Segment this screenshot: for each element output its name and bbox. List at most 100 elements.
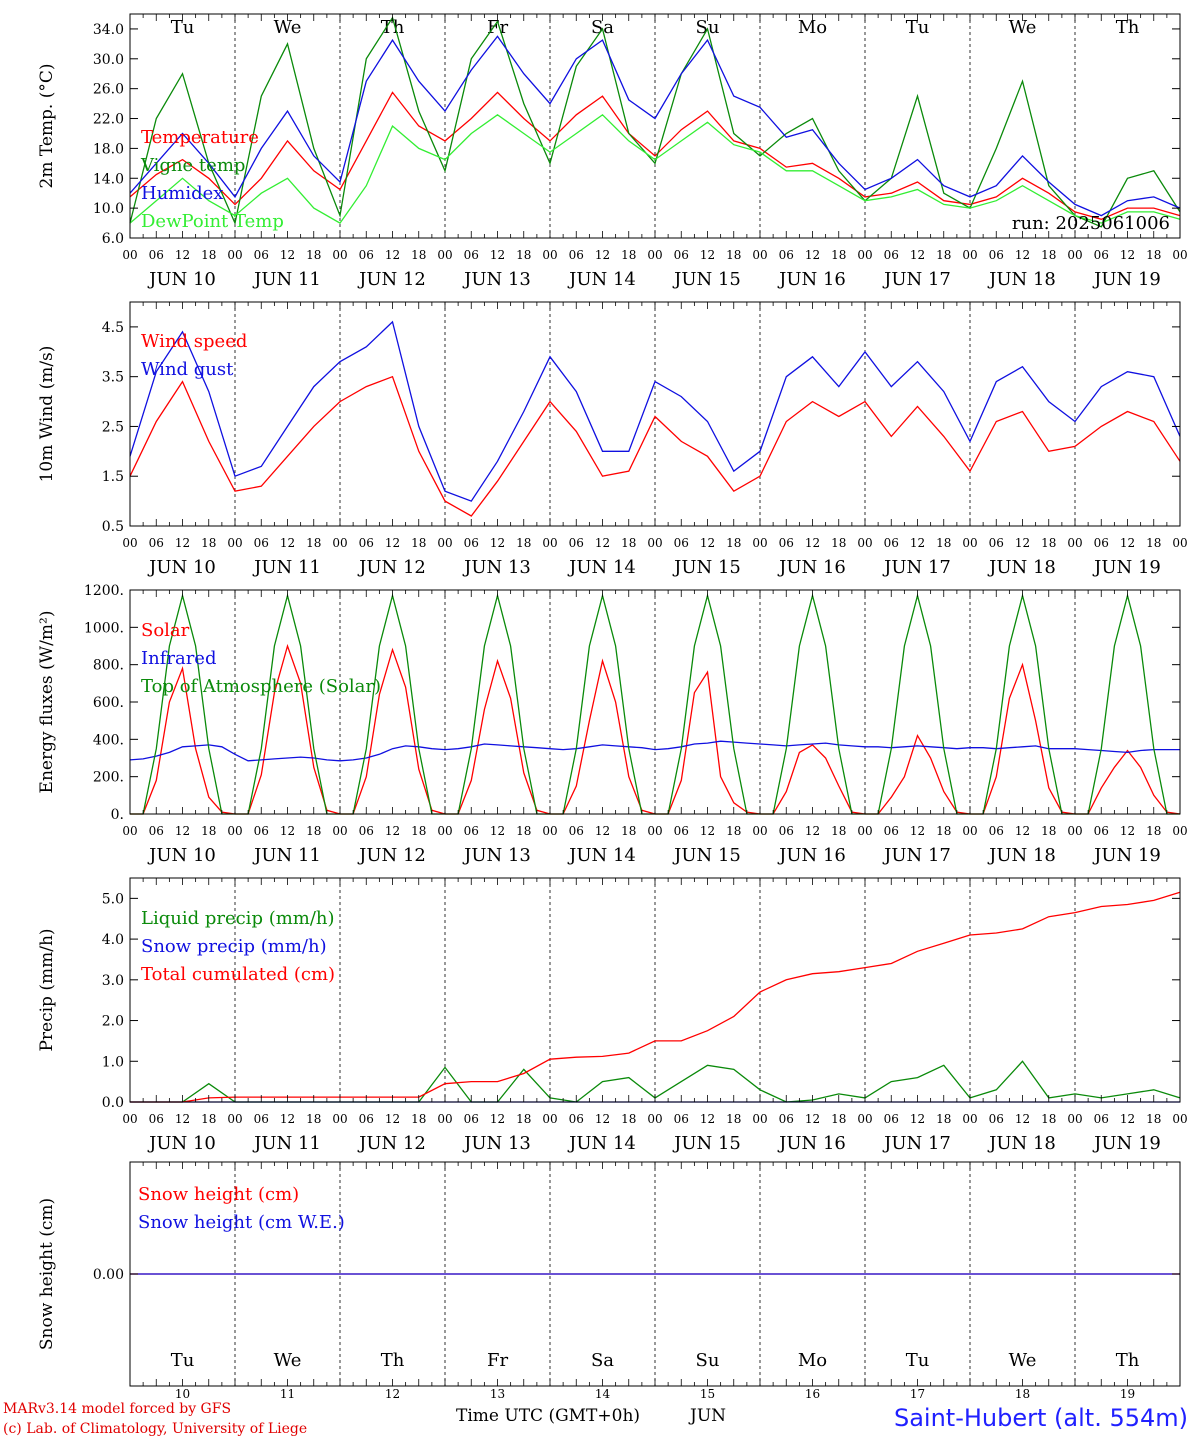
hour-label: 00 xyxy=(857,248,872,262)
day-of-week-label: Th xyxy=(381,1350,405,1371)
date-label: JUN 19 xyxy=(1092,1133,1161,1154)
date-label: JUN 14 xyxy=(567,557,636,578)
date-label: JUN 18 xyxy=(987,845,1056,866)
y-tick-label: 1000. xyxy=(84,620,124,636)
hour-label: 18 xyxy=(306,248,321,262)
hour-label: 06 xyxy=(254,824,269,838)
hour-label: 12 xyxy=(1120,1112,1135,1126)
series-line-wind-speed xyxy=(129,375,1181,517)
hour-label: 06 xyxy=(884,824,899,838)
hour-label: 12 xyxy=(385,1112,400,1126)
hour-label: 00 xyxy=(122,1112,137,1126)
hour-label: 12 xyxy=(595,536,610,550)
date-label: JUN 15 xyxy=(672,1133,741,1154)
date-label: JUN 15 xyxy=(672,557,741,578)
day-of-week-label: We xyxy=(1009,17,1037,38)
hour-label: 18 xyxy=(306,1112,321,1126)
hour-label: 12 xyxy=(700,248,715,262)
hour-label: 00 xyxy=(752,536,767,550)
hour-label: 00 xyxy=(962,1112,977,1126)
date-label: JUN 11 xyxy=(252,1133,321,1154)
hour-label: 18 xyxy=(831,1112,846,1126)
hour-label: 06 xyxy=(359,824,374,838)
time-axis-label: Time UTC (GMT+0h) xyxy=(456,1406,641,1426)
legend-entry: Infrared xyxy=(141,648,216,669)
hour-label: 00 xyxy=(227,1112,242,1126)
hour-label: 00 xyxy=(1172,536,1187,550)
hour-label: 06 xyxy=(779,1112,794,1126)
hour-label: 00 xyxy=(227,824,242,838)
hour-label: 06 xyxy=(359,536,374,550)
day-number-label: 14 xyxy=(595,1387,611,1401)
hour-label: 00 xyxy=(437,824,452,838)
hour-label: 00 xyxy=(857,536,872,550)
hour-label: 12 xyxy=(910,536,925,550)
date-label: JUN 13 xyxy=(462,1133,531,1154)
series-line-wind-gust xyxy=(129,320,1181,502)
day-of-week-label: Su xyxy=(696,1350,720,1371)
hour-label: 06 xyxy=(359,1112,374,1126)
hour-label: 18 xyxy=(936,1112,951,1126)
panel-energy: 0. 200. 400. 600. 800. 1000. 1200. Energy fluxe… xyxy=(37,583,1188,866)
hour-label: 18 xyxy=(411,824,426,838)
hour-label: 06 xyxy=(254,1112,269,1126)
day-of-week-label: Th xyxy=(1116,17,1140,38)
hour-label: 12 xyxy=(385,824,400,838)
legend-entry: DewPoint Temp xyxy=(141,211,284,232)
date-label: JUN 14 xyxy=(567,845,636,866)
run-annotation: run: 2025061006 xyxy=(1012,213,1170,234)
date-label: JUN 18 xyxy=(987,269,1056,290)
hour-label: 18 xyxy=(516,1112,531,1126)
hour-label: 00 xyxy=(332,248,347,262)
hour-label: 12 xyxy=(595,1112,610,1126)
date-label: JUN 16 xyxy=(777,1133,846,1154)
hour-label: 06 xyxy=(884,1112,899,1126)
hour-label: 18 xyxy=(1146,1112,1161,1126)
day-of-week-label: Th xyxy=(381,17,405,38)
station-title: Saint-Hubert (alt. 554m) xyxy=(893,1404,1188,1432)
hour-label: 18 xyxy=(621,536,636,550)
hour-label: 00 xyxy=(962,248,977,262)
hour-label: 06 xyxy=(1094,824,1109,838)
series-line-total-cumulated-cm- xyxy=(130,891,1181,1103)
day-number-label: 17 xyxy=(910,1387,925,1401)
hour-label: 00 xyxy=(1067,248,1082,262)
hour-label: 00 xyxy=(542,248,557,262)
day-of-week-label: Sa xyxy=(591,17,614,38)
panel-temperature: Tu We Th Fr Sa Su Mo Tu We Th 6.0 10.0 14.0 18.0 22.0 2… xyxy=(37,13,1188,290)
hour-label: 00 xyxy=(437,248,452,262)
y-tick-label: 1200. xyxy=(84,583,124,599)
legend-entry: Humidex xyxy=(141,183,223,204)
hour-label: 06 xyxy=(674,248,689,262)
hour-label: 00 xyxy=(647,248,662,262)
hour-label: 18 xyxy=(201,536,216,550)
hour-label: 06 xyxy=(464,536,479,550)
day-of-week-label: Su xyxy=(696,17,720,38)
y-tick-label: 18.0 xyxy=(93,141,124,157)
date-label: JUN 13 xyxy=(462,269,531,290)
y-axis-label: 10m Wind (m/s) xyxy=(37,346,57,483)
plot-frame xyxy=(129,13,1181,239)
hour-label: 06 xyxy=(464,1112,479,1126)
date-label: JUN 12 xyxy=(357,557,426,578)
hour-label: 12 xyxy=(490,248,505,262)
y-tick-label: 800. xyxy=(93,658,124,674)
hour-label: 00 xyxy=(437,536,452,550)
hour-label: 00 xyxy=(227,536,242,550)
date-label: JUN 19 xyxy=(1092,269,1161,290)
hour-label: 18 xyxy=(516,248,531,262)
hour-label: 12 xyxy=(385,248,400,262)
hour-label: 12 xyxy=(910,248,925,262)
hour-label: 12 xyxy=(1015,248,1030,262)
date-label: JUN 14 xyxy=(567,1133,636,1154)
y-tick-label: 22.0 xyxy=(93,112,124,128)
day-of-week-label: We xyxy=(274,17,302,38)
date-label: JUN 16 xyxy=(777,845,846,866)
hour-label: 00 xyxy=(122,248,137,262)
model-credit: MARv3.14 model forced by GFS xyxy=(3,1401,232,1417)
hour-label: 12 xyxy=(175,824,190,838)
hour-label: 18 xyxy=(621,1112,636,1126)
date-label: JUN 11 xyxy=(252,269,321,290)
date-label: JUN 12 xyxy=(357,1133,426,1154)
legend-entry: Wind speed xyxy=(141,331,247,352)
